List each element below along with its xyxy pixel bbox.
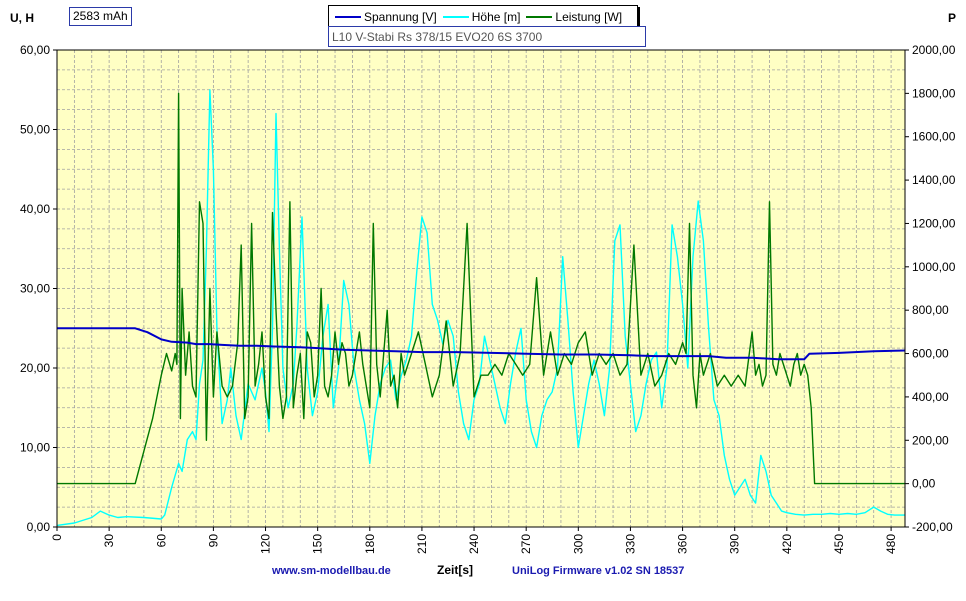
x-tick-label: 420: [780, 534, 794, 554]
right-axis-label: P: [948, 11, 957, 25]
x-tick-label: 240: [467, 534, 481, 554]
legend-swatch-spannung: [335, 15, 361, 18]
x-tick-label: 30: [102, 534, 116, 548]
y-right-tick-label: 1200,00: [912, 216, 956, 230]
series-layer: [56, 89, 906, 527]
y-right-tick-label: 800,00: [912, 303, 949, 317]
x-tick-label: 270: [519, 534, 533, 554]
footer-firmware: UniLog Firmware v1.02 SN 18537: [512, 565, 685, 577]
x-tick-label: 90: [206, 534, 220, 548]
y-left-tick-label: 0,00: [27, 520, 51, 534]
y-right-tick-label: 600,00: [912, 347, 949, 361]
y-right-tick-label: 1800,00: [912, 86, 956, 100]
legend-label-spannung: Spannung [V]: [364, 9, 437, 24]
y-right-tick-label: 1400,00: [912, 173, 956, 187]
chart-title: L10 V-Stabi Rs 378/15 EVO20 6S 3700: [328, 26, 646, 47]
y-left-tick-label: 30,00: [20, 282, 50, 296]
x-tick-label: 0: [50, 534, 64, 541]
y-left-tick-label: 10,00: [20, 441, 50, 455]
x-tick-label: 330: [623, 534, 637, 554]
x-tick-label: 180: [363, 534, 377, 554]
left-axis-label: U, H: [10, 11, 34, 25]
y-left-tick-label: 40,00: [20, 202, 50, 216]
legend-entry-spannung: Spannung [V]: [335, 10, 437, 24]
x-tick-label: 210: [415, 534, 429, 554]
x-tick-label: 390: [728, 534, 742, 554]
x-tick-label: 360: [676, 534, 690, 554]
y-left-tick-label: 60,00: [20, 43, 50, 57]
y-right-tick-label: 1000,00: [912, 260, 956, 274]
x-tick-label: 120: [259, 534, 273, 554]
y-left-tick-label: 50,00: [20, 123, 50, 137]
x-tick-label: 60: [154, 534, 168, 548]
y-right-tick-label: 400,00: [912, 390, 949, 404]
legend-entry-hoehe: Höhe [m]: [442, 9, 521, 24]
legend-entry-leistung: Leistung [W]: [526, 10, 622, 24]
y-left-tick-label: 20,00: [20, 361, 50, 375]
legend-swatch-leistung: [526, 15, 553, 18]
capacity-badge: 2583 mAh: [69, 7, 132, 26]
y-right-tick-label: -200,00: [912, 520, 953, 534]
y-right-tick-label: 1600,00: [912, 130, 956, 144]
y-right-tick-label: 2000,00: [912, 43, 956, 57]
y-right-tick-label: 0,00: [912, 477, 936, 491]
x-tick-label: 300: [571, 534, 585, 554]
series-line-spannung: [57, 327, 906, 361]
series-line-leistung: [57, 92, 905, 485]
legend-label-hoehe: Höhe [m]: [471, 9, 521, 24]
x-tick-label: 450: [832, 534, 846, 554]
legend-label-leistung: Leistung [W]: [555, 9, 623, 24]
legend-swatch-hoehe: [442, 15, 469, 18]
footer-website: www.sm-modellbau.de: [272, 565, 391, 577]
legend: Spannung [V] Höhe [m] Leistung [W]: [328, 5, 638, 28]
x-tick-label: 150: [311, 534, 325, 554]
axes-layer: 0,00 10,00 20,00 30,00 40,00 50,00 60,00 -200,0…: [20, 43, 956, 554]
x-axis-label: Zeit[s]: [437, 563, 473, 577]
x-tick-label: 480: [884, 534, 898, 554]
y-right-tick-label: 200,00: [912, 433, 949, 447]
